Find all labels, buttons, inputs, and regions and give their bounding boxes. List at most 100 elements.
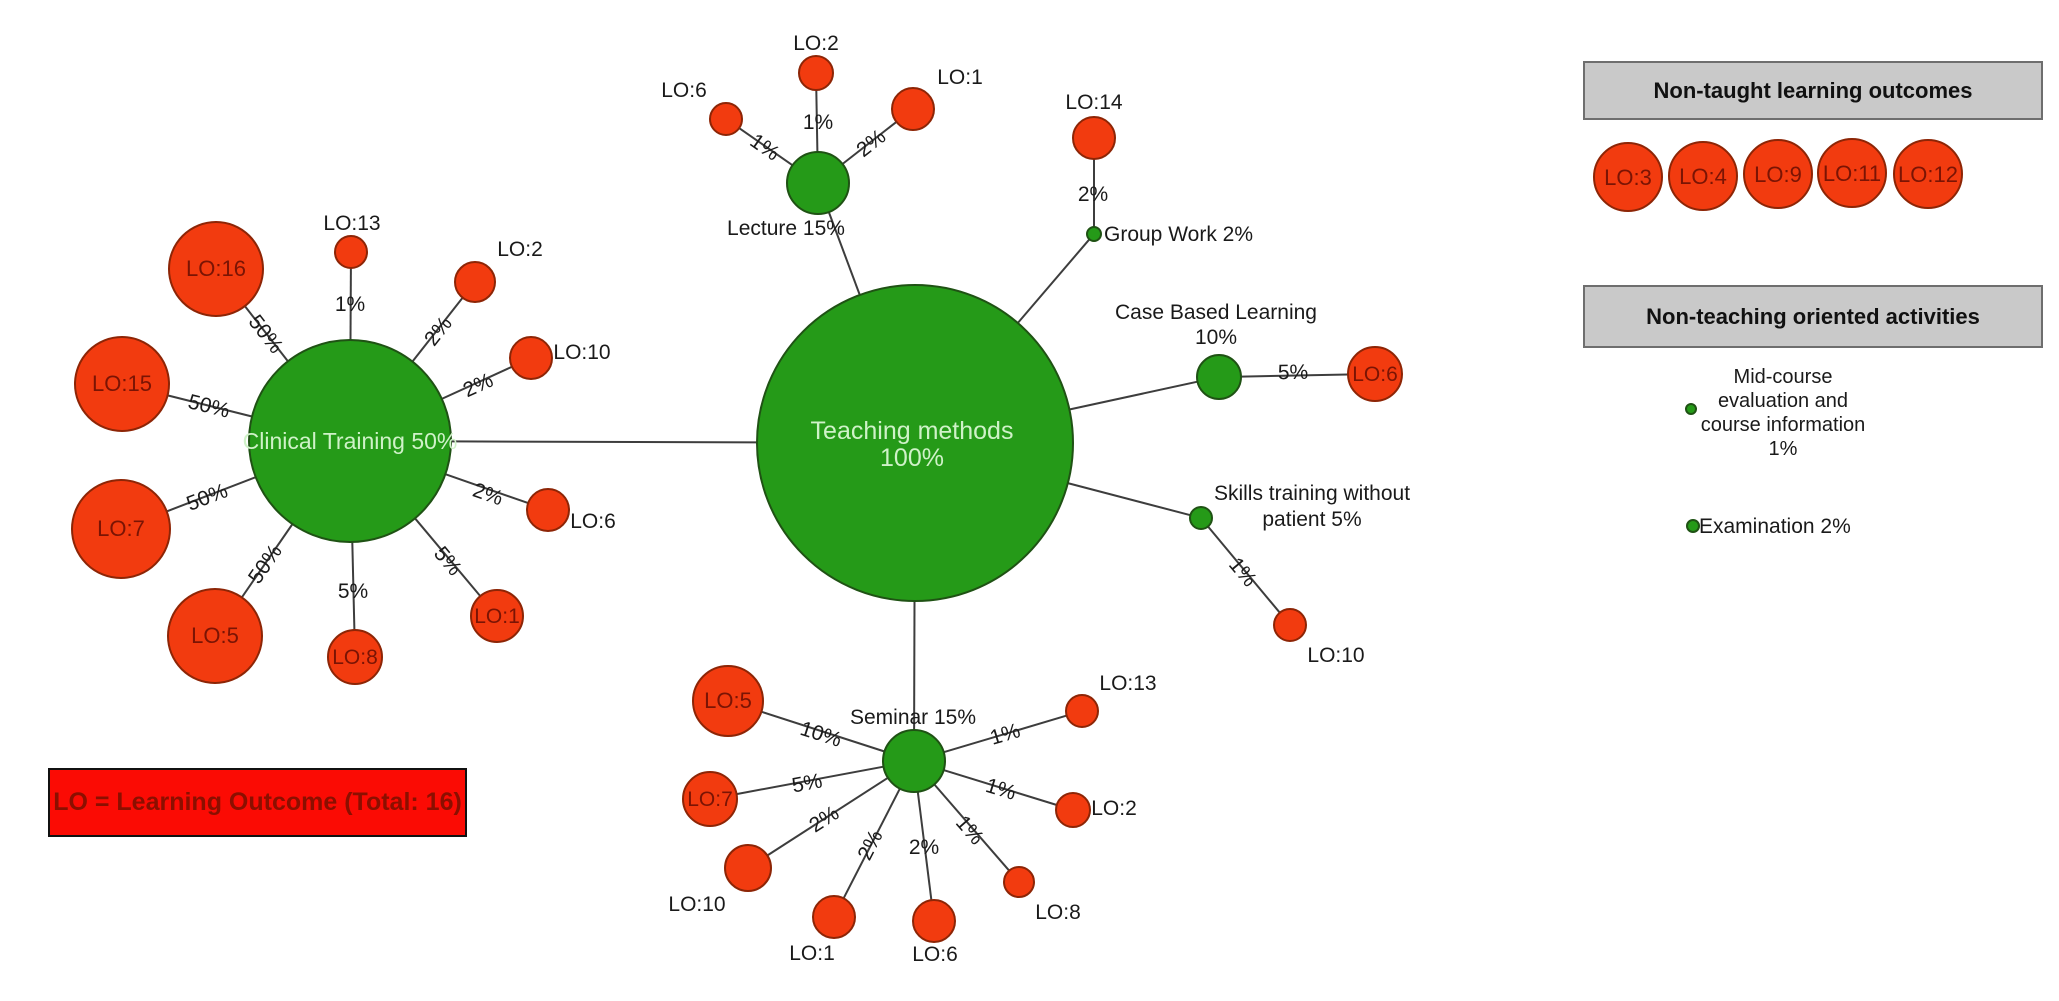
label-n3-line-0: LO:3 (1604, 165, 1652, 190)
node-groupwork (1086, 226, 1102, 242)
label-l6-line-0: LO:6 (661, 79, 707, 102)
node-evaluation-dot (1685, 403, 1697, 415)
label-c13-line-0: LO:13 (323, 212, 380, 235)
label-teaching-line-0: Teaching methods (811, 417, 1014, 445)
legend-label: LO = Learning Outcome (Total: 16) (53, 788, 462, 816)
edge-seminar-se1 (842, 788, 901, 899)
edge-lecture-l6 (738, 127, 794, 167)
node-c5 (167, 588, 263, 684)
edge-label-seminar-se8: 1% (951, 811, 988, 849)
edge-teaching-skills (1067, 482, 1191, 517)
label-c1-line-0: LO:1 (474, 605, 520, 628)
node-c1 (470, 589, 524, 643)
label-se10-line-0: LO:10 (668, 893, 725, 916)
node-se6 (912, 899, 956, 943)
node-c16 (168, 221, 264, 317)
node-n12 (1893, 139, 1963, 209)
node-se2 (1055, 792, 1091, 828)
label-g14-line-0: LO:14 (1065, 91, 1123, 114)
node-l1 (891, 87, 935, 131)
edge-cbl-cb6 (1240, 373, 1349, 378)
edge-clinical-c1 (414, 517, 482, 597)
edge-teaching-clinical (450, 440, 758, 444)
node-lecture (786, 151, 850, 215)
edge-lecture-l1 (841, 121, 898, 165)
node-l6 (709, 102, 743, 136)
node-c15 (74, 336, 170, 432)
edge-label-seminar-se2: 1% (983, 774, 1019, 805)
node-se8 (1003, 866, 1035, 898)
edge-teaching-cbl (1069, 380, 1198, 411)
edge-clinical-c8 (351, 541, 356, 631)
label-c6-line-0: LO:6 (570, 510, 616, 533)
edge-label-cbl-cb6: 5% (1278, 361, 1309, 385)
node-teaching (756, 284, 1074, 602)
node-se13 (1065, 694, 1099, 728)
node-cb6 (1347, 346, 1403, 402)
label-c10-line-0: LO:10 (553, 341, 610, 364)
node-seminar (882, 729, 946, 793)
node-se10 (724, 844, 772, 892)
edge-label-clinical-c10: 2% (460, 369, 497, 403)
label-l1-line-0: LO:1 (937, 66, 983, 89)
node-c8 (327, 629, 383, 685)
label-c16-line-0: LO:16 (186, 256, 246, 281)
edge-seminar-se8 (933, 783, 1010, 872)
edge-label-clinical-c7: 50% (183, 479, 230, 516)
label-teaching-line-1: 100% (880, 444, 944, 472)
node-cbl (1196, 354, 1242, 400)
node-c7 (71, 479, 171, 579)
edge-label-seminar-se5: 10% (797, 717, 844, 752)
node-n4 (1668, 141, 1738, 211)
label-se7-line-0: LO:7 (687, 788, 733, 811)
label-seminar-line-0: Seminar 15% (850, 706, 976, 729)
label-lecture-line-0: Lecture 15% (727, 217, 845, 240)
edge-skills-s10 (1207, 525, 1281, 614)
label-n9-line-0: LO:9 (1754, 162, 1802, 187)
edge-clinical-c7 (166, 476, 257, 513)
edge-label-groupwork-g14: 2% (1078, 183, 1108, 206)
label-c5-line-0: LO:5 (191, 623, 239, 648)
node-examination-dot (1686, 519, 1700, 533)
non-taught-learning-outcomes-header: Non-taught learning outcomes (1583, 61, 2043, 120)
edge-label-clinical-c5: 50% (244, 540, 287, 588)
edge-clinical-c16 (244, 305, 289, 362)
node-n11 (1817, 138, 1887, 208)
node-c10 (509, 336, 553, 380)
edge-seminar-se2 (943, 769, 1058, 806)
edge-label-clinical-c13: 1% (335, 293, 365, 316)
edge-label-seminar-se7: 5% (790, 769, 824, 797)
node-c13 (334, 235, 368, 269)
edge-clinical-c6 (445, 473, 529, 505)
edge-clinical-c2 (411, 297, 464, 363)
node-se1 (812, 895, 856, 939)
edge-label-seminar-se10: 2% (805, 802, 843, 838)
edge-label-clinical-c15: 50% (186, 390, 232, 422)
label-se1-line-0: LO:1 (789, 942, 835, 965)
non-taught-header-label: Non-taught learning outcomes (1653, 77, 1973, 103)
edge-seminar-se6 (916, 791, 933, 901)
edge-label-skills-s10: 1% (1224, 553, 1261, 591)
label-examination-dot-line-0: Examination 2% (1699, 515, 1851, 538)
label-evaluation-dot-line-1: evaluation and (1718, 390, 1848, 412)
edge-seminar-se5 (760, 710, 885, 753)
edge-label-seminar-se1: 2% (853, 826, 887, 864)
label-evaluation-dot-line-3: 1% (1769, 438, 1798, 460)
label-skills-line-0: Skills training without (1214, 482, 1410, 505)
node-se5 (692, 665, 764, 737)
label-se6-line-0: LO:6 (912, 943, 958, 966)
edge-teaching-groupwork (1017, 238, 1091, 324)
edge-label-clinical-c6: 2% (470, 479, 506, 511)
label-cbl-line-1: 10% (1195, 326, 1237, 349)
edge-label-seminar-se6: 2% (909, 836, 939, 859)
edge-label-clinical-c1: 5% (429, 542, 466, 580)
learning-outcome-legend: LO = Learning Outcome (Total: 16) (48, 768, 467, 837)
label-cb6-line-0: LO:6 (1352, 363, 1398, 386)
node-g14 (1072, 116, 1116, 160)
edge-clinical-c15 (167, 394, 253, 418)
edge-seminar-se10 (766, 776, 889, 857)
label-c8-line-0: LO:8 (332, 646, 378, 669)
label-evaluation-dot-line-0: Mid-course (1734, 366, 1833, 388)
